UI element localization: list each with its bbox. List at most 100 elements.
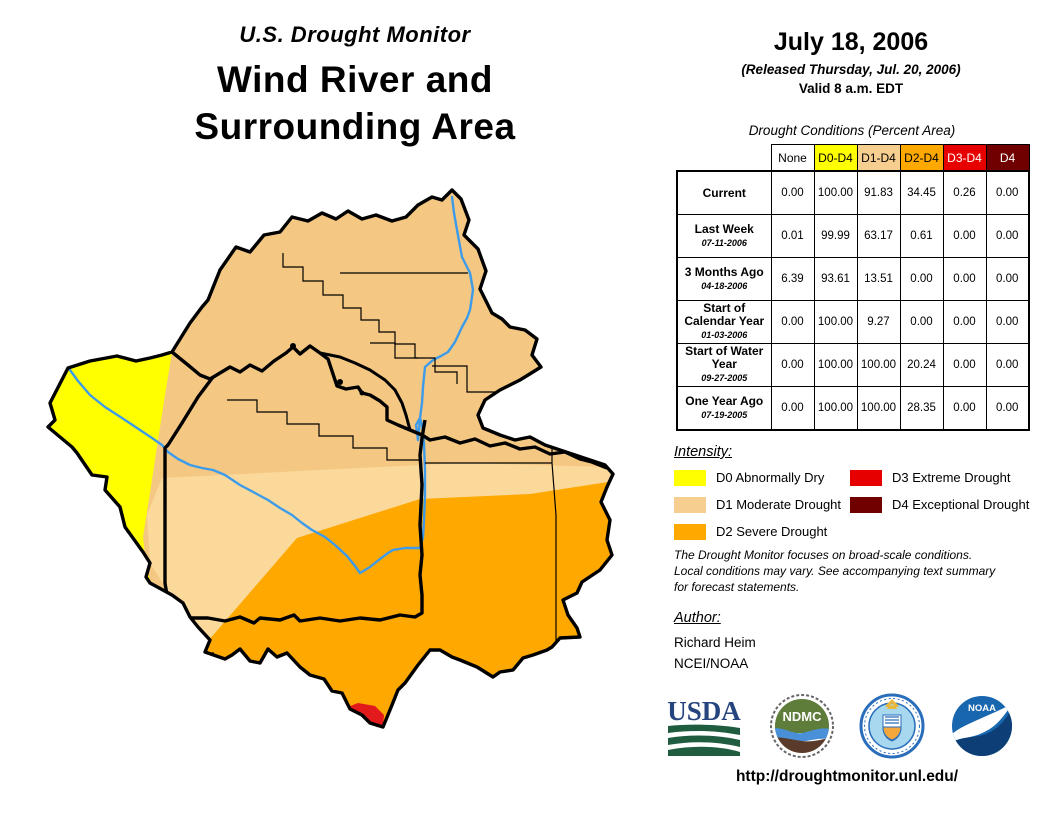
row-label: Start of Water Year 09-27-2005 [676,343,772,387]
disclaimer-line: for forecast statements. [674,580,800,594]
cell-value: 0.00 [942,386,987,431]
commerce-seal-logo [859,693,925,759]
row-date: 07-19-2005 [701,409,748,420]
col-header-none: None [770,144,815,172]
col-header-d2-d4: D2-D4 [899,144,944,172]
cell-value: 0.01 [770,214,815,258]
author-name: Richard Heim [674,635,756,650]
cell-value: 0.00 [770,386,815,431]
cell-value: 100.00 [813,386,858,431]
map-point-marker [337,379,343,385]
cell-value: 0.00 [770,300,815,344]
legend-label: D3 Extreme Drought [892,470,1011,485]
d2-color-swatch [674,523,706,540]
date-block: July 18, 2006 (Released Thursday, Jul. 2… [668,28,1034,96]
legend-item-d2: D2 Severe Drought [674,518,850,545]
valid-time: Valid 8 a.m. EDT [798,81,904,96]
table-row-current: Current 0.00 100.00 91.83 34.45 0.26 0.0… [676,170,1030,215]
table-row-3-months-ago: 3 Months Ago 04-18-2006 6.39 93.61 13.51… [676,257,1030,301]
usda-logo-text: USDA [667,696,741,726]
cell-value: 93.61 [813,257,858,301]
cell-value: 9.27 [856,300,901,344]
cell-value: 0.00 [942,343,987,387]
d0-color-swatch [674,469,706,486]
col-header-d1-d4: D1-D4 [856,144,901,172]
drought-monitor-url: http://droughtmonitor.unl.edu/ [735,768,959,785]
row-label: 3 Months Ago 04-18-2006 [676,257,772,301]
legend-item-d3: D3 Extreme Drought [850,464,1026,491]
cell-value: 6.39 [770,257,815,301]
table-row-start-calendar-year: Start of Calendar Year 01-03-2006 0.00 1… [676,300,1030,344]
cell-value: 0.00 [899,257,944,301]
release-date: (Released Thursday, Jul. 20, 2006) [741,62,961,77]
cell-value: 100.00 [813,343,858,387]
cell-value: 0.00 [985,170,1030,215]
cell-value: 0.00 [770,343,815,387]
map-point-marker [359,390,365,396]
cell-value: 63.17 [856,214,901,258]
map-region-d1-light-band [147,463,613,643]
row-label: One Year Ago 07-19-2005 [676,386,772,431]
cell-value: 0.61 [899,214,944,258]
legend-label: D4 Exceptional Drought [892,497,1030,512]
d3-color-swatch [850,469,882,486]
table-row-start-water-year: Start of Water Year 09-27-2005 0.00 100.… [676,343,1030,387]
cell-value: 99.99 [813,214,858,258]
cell-value: 0.00 [942,300,987,344]
legend-item-d1: D1 Moderate Drought [674,491,850,518]
legend-label: D0 Abnormally Dry [716,470,825,485]
table-row-one-year-ago: One Year Ago 07-19-2005 0.00 100.00 100.… [676,386,1030,431]
disclaimer-line: Local conditions may vary. See accompany… [674,564,996,578]
cell-value: 100.00 [813,170,858,215]
d4-color-swatch [850,496,882,513]
cell-value: 100.00 [856,343,901,387]
table-header-row: None D0-D4 D1-D4 D2-D4 D3-D4 D4 [677,144,1030,172]
cell-value: 0.00 [942,257,987,301]
table-corner-cell [677,144,771,171]
table-row-last-week: Last Week 07-11-2006 0.01 99.99 63.17 0.… [676,214,1030,258]
title-block: U.S. Drought Monitor Wind River and Surr… [120,22,590,150]
cell-value: 0.00 [942,214,987,258]
region-title: Wind River and Surrounding Area [120,56,590,150]
author-org: NCEI/NOAA [674,656,749,671]
logo-row: USDA NDMC [664,690,1014,762]
legend-heading: Intensity: [674,444,733,460]
disclaimer-text: The Drought Monitor focuses on broad-sca… [674,547,1044,595]
cell-value: 0.00 [985,343,1030,387]
row-label: Last Week 07-11-2006 [676,214,772,258]
table-title: Drought Conditions (Percent Area) [748,123,956,138]
region-title-line2: Surrounding Area [194,106,516,147]
cell-value: 0.00 [985,386,1030,431]
map-point-marker [290,343,296,349]
cell-value: 13.51 [856,257,901,301]
col-header-d3-d4: D3-D4 [942,144,987,172]
drought-conditions-table: None D0-D4 D1-D4 D2-D4 D3-D4 D4 Current … [676,144,1030,431]
legend-item-d0: D0 Abnormally Dry [674,464,850,491]
monitor-title: U.S. Drought Monitor [239,22,471,47]
row-date: 01-03-2006 [701,330,748,340]
cell-value: 0.00 [985,257,1030,301]
reservation-boundary [163,375,427,625]
row-label: Current [676,170,772,215]
col-header-d0-d4: D0-D4 [813,144,858,172]
row-date: 09-27-2005 [701,373,748,383]
noaa-logo-text: NOAA [968,703,996,714]
watershed-outline [46,188,615,729]
legend-column-left: D0 Abnormally Dry D1 Moderate Drought D2… [674,464,850,545]
d1-color-swatch [674,496,706,513]
ndmc-logo-text: NDMC [782,709,822,724]
cell-value: 100.00 [856,386,901,431]
legend-label: D2 Severe Drought [716,524,828,539]
cell-value: 0.00 [899,300,944,344]
basin-boundary-branch [319,351,412,431]
ndmc-logo: NDMC [769,694,834,758]
author-heading: Author: [674,610,721,626]
row-date: 07-11-2006 [701,237,747,248]
map-date: July 18, 2006 [773,28,929,56]
legend-label: D1 Moderate Drought [716,497,842,512]
row-date: 04-18-2006 [701,280,748,291]
drought-map [46,188,615,729]
cell-value: 0.00 [985,300,1030,344]
noaa-logo: NOAA [951,696,1012,756]
